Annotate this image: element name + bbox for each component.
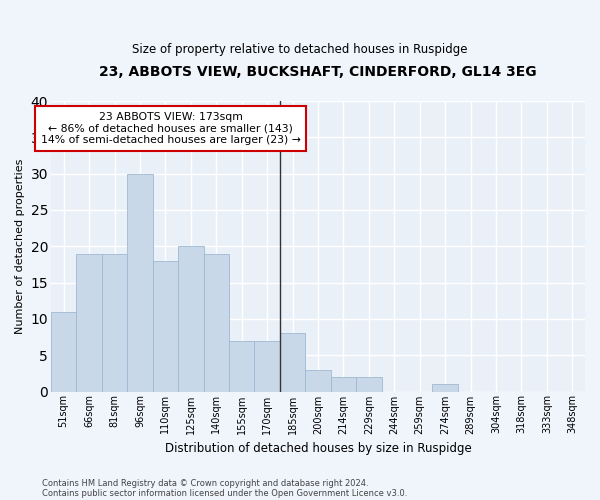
X-axis label: Distribution of detached houses by size in Ruspidge: Distribution of detached houses by size … [164, 442, 472, 455]
Bar [229, 340, 254, 392]
Bar [76, 254, 102, 392]
Title: 23, ABBOTS VIEW, BUCKSHAFT, CINDERFORD, GL14 3EG: 23, ABBOTS VIEW, BUCKSHAFT, CINDERFORD, … [99, 65, 537, 79]
Text: Size of property relative to detached houses in Ruspidge: Size of property relative to detached ho… [132, 42, 468, 56]
Bar [331, 377, 356, 392]
Bar [102, 254, 127, 392]
Bar [152, 261, 178, 392]
Text: 23 ABBOTS VIEW: 173sqm
← 86% of detached houses are smaller (143)
14% of semi-de: 23 ABBOTS VIEW: 173sqm ← 86% of detached… [41, 112, 301, 145]
Bar [178, 246, 203, 392]
Y-axis label: Number of detached properties: Number of detached properties [15, 158, 25, 334]
Bar [356, 377, 382, 392]
Bar [254, 340, 280, 392]
Bar [280, 334, 305, 392]
Bar [305, 370, 331, 392]
Bar [203, 254, 229, 392]
Text: Contains public sector information licensed under the Open Government Licence v3: Contains public sector information licen… [42, 488, 407, 498]
Text: Contains HM Land Registry data © Crown copyright and database right 2024.: Contains HM Land Registry data © Crown c… [42, 478, 368, 488]
Bar [127, 174, 152, 392]
Bar [51, 312, 76, 392]
Bar [433, 384, 458, 392]
